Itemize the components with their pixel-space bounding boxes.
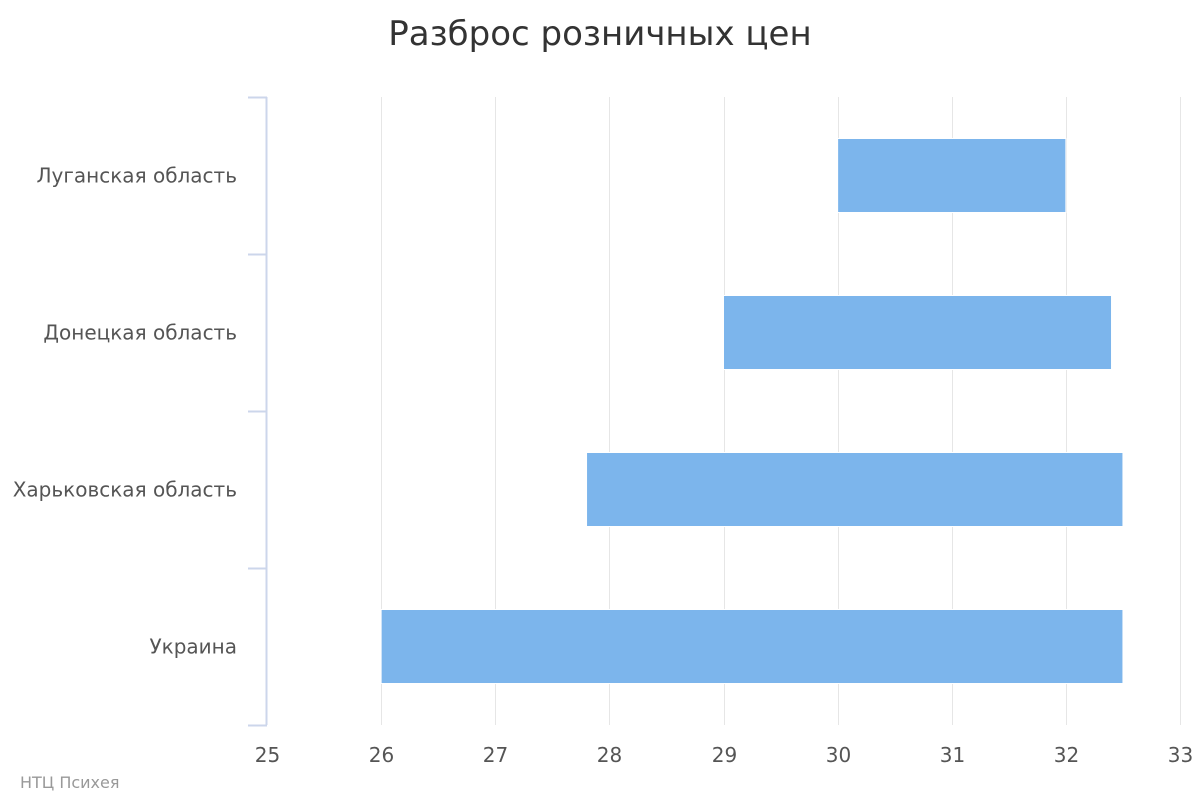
category-label: Харьковская область [13,478,237,502]
credits-text: НТЦ Психея [20,773,120,792]
range-bar[interactable] [586,452,1124,527]
category-label: Луганская область [37,164,237,188]
x-tick-label: 27 [483,743,508,767]
x-tick-label: 25 [255,743,280,767]
x-tick-label: 32 [1054,743,1079,767]
x-axis-tick-labels: 25 26 27 28 29 30 31 32 33 [255,743,1193,767]
x-tick-label: 26 [369,743,394,767]
category-label: Украина [149,635,237,659]
chart-title: Разброс розничных цен [388,14,812,54]
bar-series [380,138,1124,684]
range-bar[interactable] [723,295,1113,370]
x-tick-label: 28 [597,743,622,767]
x-tick-label: 33 [1168,743,1193,767]
range-bar[interactable] [837,138,1067,213]
category-label: Донецкая область [43,321,237,345]
x-tick-label: 31 [940,743,965,767]
range-bar[interactable] [380,609,1124,684]
x-tick-label: 29 [712,743,737,767]
category-labels: Луганская область Донецкая область Харьков… [13,164,237,659]
category-axis [248,96,268,727]
x-tick-label: 30 [826,743,851,767]
